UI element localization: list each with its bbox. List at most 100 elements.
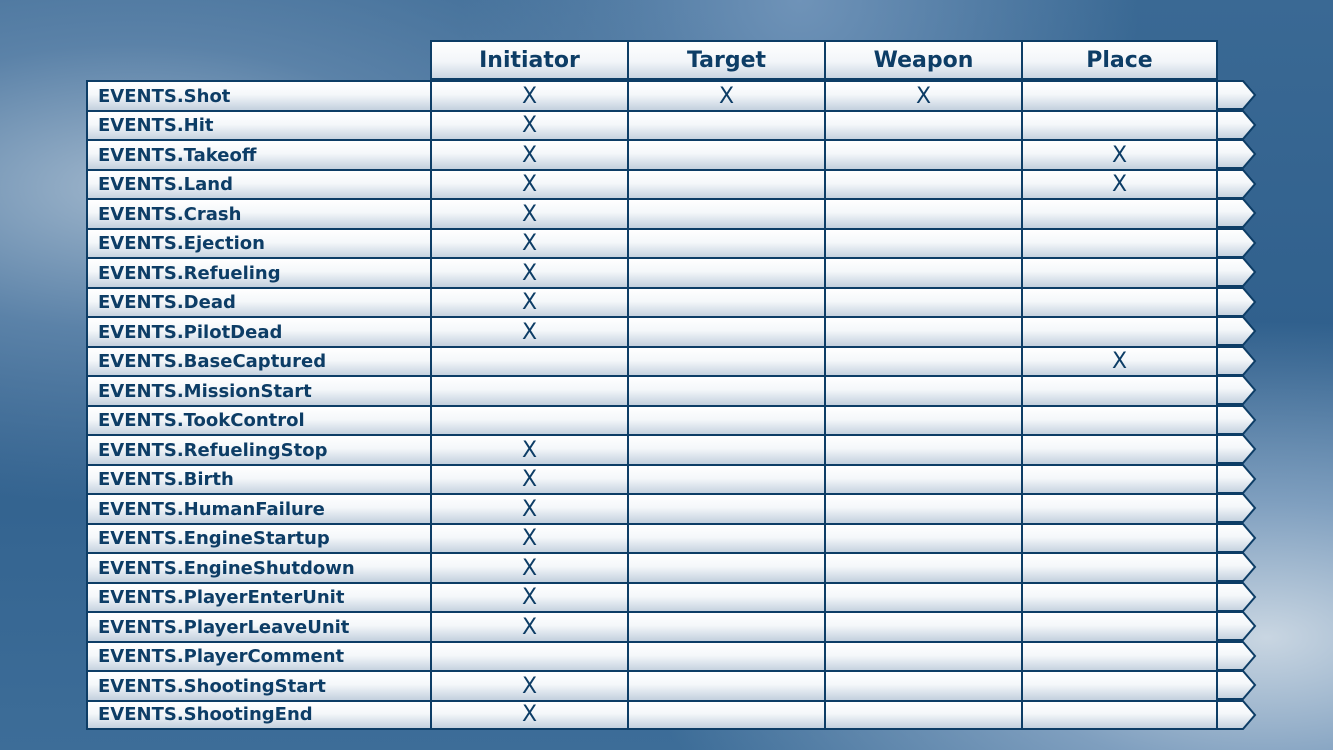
table-row: EVENTS.Ejection X bbox=[86, 227, 1257, 258]
place-cell bbox=[1021, 699, 1218, 730]
initiator-cell: X bbox=[430, 434, 627, 464]
event-name: EVENTS.Birth bbox=[86, 463, 430, 494]
place-cell bbox=[1021, 375, 1218, 405]
target-cell bbox=[627, 257, 824, 287]
row-arrow-icon bbox=[1217, 699, 1257, 730]
place-cell bbox=[1021, 640, 1218, 671]
initiator-cell: X bbox=[430, 552, 627, 582]
row-arrow-icon bbox=[1217, 375, 1257, 405]
place-cell bbox=[1021, 227, 1218, 258]
place-cell bbox=[1021, 670, 1218, 700]
table-row: EVENTS.TookControl bbox=[86, 404, 1257, 435]
weapon-cell bbox=[824, 109, 1021, 140]
target-cell bbox=[627, 670, 824, 700]
weapon-cell bbox=[824, 640, 1021, 671]
place-cell: X bbox=[1021, 139, 1218, 169]
initiator-cell: X bbox=[430, 109, 627, 140]
event-name: EVENTS.PlayerComment bbox=[86, 640, 430, 671]
weapon-cell bbox=[824, 316, 1021, 346]
initiator-cell bbox=[430, 345, 627, 376]
target-cell bbox=[627, 522, 824, 553]
place-cell bbox=[1021, 80, 1218, 110]
target-cell bbox=[627, 286, 824, 317]
target-cell bbox=[627, 375, 824, 405]
initiator-cell bbox=[430, 404, 627, 435]
row-arrow-icon bbox=[1217, 198, 1257, 228]
initiator-cell: X bbox=[430, 227, 627, 258]
row-arrow-icon bbox=[1217, 80, 1257, 110]
weapon-cell bbox=[824, 139, 1021, 169]
header-place: Place bbox=[1021, 40, 1218, 80]
event-name: EVENTS.Crash bbox=[86, 198, 430, 228]
row-arrow-icon bbox=[1217, 168, 1257, 199]
row-arrow-icon bbox=[1217, 670, 1257, 700]
table-row: EVENTS.EngineStartup X bbox=[86, 522, 1257, 553]
initiator-cell: X bbox=[430, 80, 627, 110]
table-row: EVENTS.Crash X bbox=[86, 198, 1257, 228]
row-arrow-icon bbox=[1217, 257, 1257, 287]
table-row: EVENTS.PlayerEnterUnit X bbox=[86, 581, 1257, 612]
place-cell bbox=[1021, 198, 1218, 228]
weapon-cell bbox=[824, 463, 1021, 494]
initiator-cell: X bbox=[430, 139, 627, 169]
row-arrow-icon bbox=[1217, 404, 1257, 435]
weapon-cell bbox=[824, 552, 1021, 582]
event-name: EVENTS.Refueling bbox=[86, 257, 430, 287]
header-weapon: Weapon bbox=[824, 40, 1021, 80]
table-row: EVENTS.Birth X bbox=[86, 463, 1257, 494]
row-arrow-icon bbox=[1217, 552, 1257, 582]
table-row: EVENTS.Land X X bbox=[86, 168, 1257, 199]
table-row: EVENTS.ShootingStart X bbox=[86, 670, 1257, 700]
row-arrow-icon bbox=[1217, 581, 1257, 612]
target-cell bbox=[627, 611, 824, 641]
place-cell bbox=[1021, 522, 1218, 553]
initiator-cell: X bbox=[430, 522, 627, 553]
target-cell bbox=[627, 109, 824, 140]
weapon-cell bbox=[824, 611, 1021, 641]
event-name: EVENTS.EngineShutdown bbox=[86, 552, 430, 582]
initiator-cell: X bbox=[430, 493, 627, 523]
row-arrow-icon bbox=[1217, 286, 1257, 317]
event-name: EVENTS.BaseCaptured bbox=[86, 345, 430, 376]
event-name: EVENTS.Dead bbox=[86, 286, 430, 317]
target-cell bbox=[627, 434, 824, 464]
row-arrow-icon bbox=[1217, 434, 1257, 464]
initiator-cell: X bbox=[430, 286, 627, 317]
event-name: EVENTS.Ejection bbox=[86, 227, 430, 258]
event-name: EVENTS.Shot bbox=[86, 80, 430, 110]
row-arrow-icon bbox=[1217, 522, 1257, 553]
initiator-cell bbox=[430, 375, 627, 405]
row-arrow-icon bbox=[1217, 463, 1257, 494]
weapon-cell bbox=[824, 581, 1021, 612]
weapon-cell bbox=[824, 522, 1021, 553]
weapon-cell bbox=[824, 670, 1021, 700]
table-row: EVENTS.HumanFailure X bbox=[86, 493, 1257, 523]
target-cell bbox=[627, 404, 824, 435]
weapon-cell: X bbox=[824, 80, 1021, 110]
weapon-cell bbox=[824, 375, 1021, 405]
target-cell bbox=[627, 493, 824, 523]
event-name: EVENTS.Land bbox=[86, 168, 430, 199]
target-cell bbox=[627, 463, 824, 494]
table-row: EVENTS.PlayerComment bbox=[86, 640, 1257, 671]
table-row: EVENTS.Dead X bbox=[86, 286, 1257, 317]
event-name: EVENTS.MissionStart bbox=[86, 375, 430, 405]
target-cell bbox=[627, 139, 824, 169]
row-arrow-icon bbox=[1217, 345, 1257, 376]
table-row: EVENTS.ShootingEnd X bbox=[86, 699, 1257, 730]
event-name: EVENTS.EngineStartup bbox=[86, 522, 430, 553]
event-name: EVENTS.PlayerLeaveUnit bbox=[86, 611, 430, 641]
initiator-cell: X bbox=[430, 316, 627, 346]
weapon-cell bbox=[824, 699, 1021, 730]
table-row: EVENTS.RefuelingStop X bbox=[86, 434, 1257, 464]
initiator-cell: X bbox=[430, 611, 627, 641]
event-name: EVENTS.ShootingEnd bbox=[86, 699, 430, 730]
table-row: EVENTS.MissionStart bbox=[86, 375, 1257, 405]
table-row: EVENTS.Shot X X X bbox=[86, 80, 1257, 110]
place-cell bbox=[1021, 581, 1218, 612]
weapon-cell bbox=[824, 493, 1021, 523]
place-cell bbox=[1021, 493, 1218, 523]
initiator-cell bbox=[430, 640, 627, 671]
target-cell bbox=[627, 640, 824, 671]
event-name: EVENTS.RefuelingStop bbox=[86, 434, 430, 464]
